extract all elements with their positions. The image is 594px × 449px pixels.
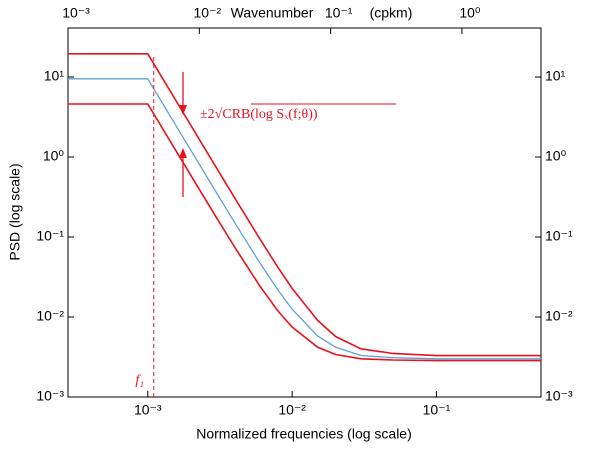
y-tick-label: 10⁰ <box>43 148 65 164</box>
y2-tick-label: 10⁻³ <box>545 388 573 404</box>
psd-line <box>68 78 541 360</box>
x-tick-label: 10⁻² <box>278 402 306 418</box>
y-tick-label: 10⁻¹ <box>36 228 64 244</box>
x2-tick-label: 10⁻¹ <box>325 5 353 21</box>
psd-line <box>68 103 541 362</box>
psd-line <box>68 53 541 357</box>
x2-unit: (cpkm) <box>370 5 413 21</box>
x2-label: Wavenumber <box>231 5 314 21</box>
y-tick-label: 10⁻² <box>36 308 64 324</box>
y-label: PSD (log scale) <box>7 163 23 260</box>
x-tick-label: 10⁻³ <box>134 402 162 418</box>
y2-tick-label: 10⁰ <box>545 148 567 164</box>
x2-tick-label: 10⁰ <box>459 5 481 21</box>
y2-tick-label: 10⁻² <box>545 308 573 324</box>
f1-label: f₁ <box>135 373 144 388</box>
x2-tick-label: 10⁻³ <box>62 5 90 21</box>
x-tick-label: 10⁻¹ <box>423 402 451 418</box>
y-tick-label: 10¹ <box>44 68 65 84</box>
y-tick-label: 10⁻³ <box>36 388 64 404</box>
annotation: ±2√CRB(log Sₓ(f;θ)) <box>200 107 318 122</box>
y2-tick-label: 10¹ <box>545 68 566 84</box>
plot-frame <box>67 27 542 398</box>
y2-tick-label: 10⁻¹ <box>545 228 573 244</box>
arrow-head <box>179 148 187 158</box>
x2-tick-label: 10⁻² <box>194 5 222 21</box>
x-label: Normalized frequencies (log scale) <box>196 426 412 442</box>
